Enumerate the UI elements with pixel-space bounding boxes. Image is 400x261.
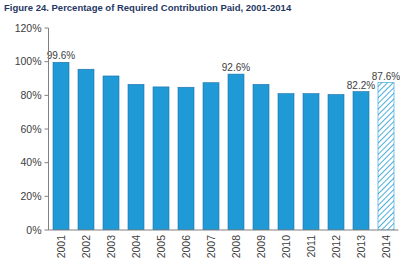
y-tick <box>45 162 49 163</box>
bar <box>328 94 344 230</box>
y-tick-label: 0% <box>26 224 41 236</box>
y-tick-label: 60% <box>20 123 41 135</box>
y-tick-label: 40% <box>20 156 41 168</box>
bar <box>278 94 294 230</box>
y-tick-label: 120% <box>15 22 42 34</box>
x-tick-label: 2005 <box>155 235 167 259</box>
bar <box>153 87 169 230</box>
y-tick <box>45 196 49 197</box>
data-label: 87.6% <box>372 71 400 82</box>
bar <box>203 83 219 230</box>
y-tick-label: 100% <box>15 55 42 67</box>
data-label: 92.6% <box>222 62 250 73</box>
x-tick-label: 2012 <box>330 235 342 259</box>
y-tick <box>45 28 49 29</box>
y-tick <box>45 61 49 62</box>
bar <box>178 87 194 230</box>
x-tick-label: 2003 <box>105 235 117 259</box>
x-tick-label: 2007 <box>205 235 217 259</box>
x-tick-label: 2009 <box>255 235 267 259</box>
x-tick-label: 2002 <box>80 235 92 259</box>
chart-title: Figure 24. Percentage of Required Contri… <box>4 2 292 13</box>
x-tick-label: 2011 <box>305 235 317 258</box>
bar <box>228 74 244 230</box>
y-tick <box>45 95 49 96</box>
chart-container: Figure 24. Percentage of Required Contri… <box>0 0 400 261</box>
data-label: 99.6% <box>47 50 75 61</box>
bar <box>378 83 394 230</box>
x-tick-label: 2004 <box>130 235 142 259</box>
y-tick <box>45 129 49 130</box>
y-tick <box>45 230 49 231</box>
x-tick-label: 2010 <box>280 235 292 259</box>
chart: Figure 24. Percentage of Required Contri… <box>0 0 400 261</box>
bar <box>53 62 69 230</box>
y-tick-label: 20% <box>20 190 41 202</box>
bar <box>353 92 369 230</box>
x-tick-label: 2001 <box>55 235 67 259</box>
x-tick-label: 2006 <box>180 235 192 259</box>
bar <box>253 84 269 230</box>
x-tick-label: 2008 <box>230 235 242 259</box>
bar <box>103 76 119 230</box>
bars <box>53 62 394 230</box>
bar <box>128 84 144 230</box>
y-tick-label: 80% <box>20 89 41 101</box>
x-tick-label: 2014 <box>380 235 392 259</box>
bar <box>303 94 319 230</box>
bar <box>78 69 94 230</box>
x-tick-label: 2013 <box>355 235 367 259</box>
x-axis <box>49 230 399 231</box>
